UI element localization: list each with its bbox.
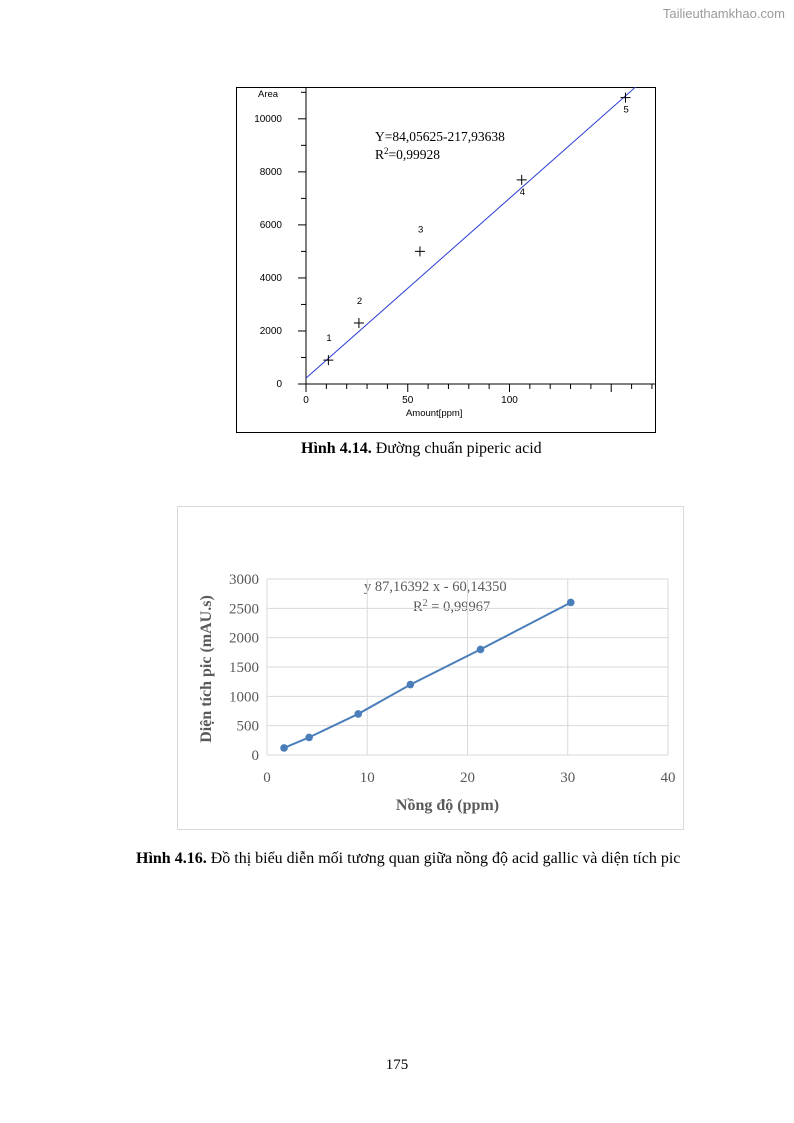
y-axis-label: Diện tích pic (mAU.s) xyxy=(198,595,215,743)
figure-caption: Hình 4.14. Đường chuẩn piperic acid xyxy=(301,440,542,458)
gallic-acid-chart-svg: y 87,16392 x - 60,14350 R2 = 0,99967 0 50… xyxy=(177,506,684,830)
y-axis-label: Area xyxy=(258,89,279,100)
y-tick-label: 1000 xyxy=(229,689,259,705)
y-tick-label: 3000 xyxy=(229,572,259,588)
data-point-label: 4 xyxy=(520,187,525,198)
caption-text: Đường chuẩn piperic acid xyxy=(371,440,542,457)
x-tick-label: 40 xyxy=(661,770,676,786)
x-tick-label: 0 xyxy=(303,395,309,406)
data-point xyxy=(406,680,415,689)
y-tick-label: 0 xyxy=(252,748,260,764)
chart-equation: y 87,16392 x - 60,14350 xyxy=(364,579,507,595)
y-tick-label: 10000 xyxy=(254,114,282,125)
data-point-marker xyxy=(516,174,527,185)
y-tick-label: 1500 xyxy=(229,660,259,676)
x-tick-label: 20 xyxy=(460,770,475,786)
data-point-marker xyxy=(414,246,425,257)
data-point-marker xyxy=(323,355,334,366)
page-number: 175 xyxy=(385,1057,409,1073)
data-point-marker xyxy=(353,318,364,329)
y-tick-label: 8000 xyxy=(260,167,283,178)
data-point-label: 1 xyxy=(326,333,331,344)
chart-r2: R2=0,99928 xyxy=(375,146,440,162)
data-point xyxy=(305,733,313,742)
data-point xyxy=(354,710,363,718)
x-tick-label: 30 xyxy=(560,770,575,786)
data-point-label: 2 xyxy=(357,296,362,307)
caption-number: Hình 4.16. xyxy=(136,850,207,867)
data-point xyxy=(280,744,288,752)
x-axis-label: Nồng độ (ppm) xyxy=(396,797,499,814)
y-tick-label: 4000 xyxy=(260,273,283,284)
figure-caption: Hình 4.16. Đồ thị biểu diễn mối tương qu… xyxy=(136,850,680,868)
data-point-label: 3 xyxy=(418,224,423,235)
caption-number: Hình 4.14. xyxy=(301,440,372,457)
series-line xyxy=(283,601,572,749)
x-tick-label: 10 xyxy=(360,770,375,786)
caption-text: Đồ thị biểu diễn mối tương quan giữa nồn… xyxy=(206,850,681,867)
y-tick-label: 2000 xyxy=(229,631,259,647)
x-tick-label: 100 xyxy=(501,395,518,406)
data-point xyxy=(476,645,485,654)
y-tick-label: 2500 xyxy=(229,601,259,617)
y-tick-label: 6000 xyxy=(260,220,283,231)
x-axis-label: Amount[ppm] xyxy=(406,408,463,419)
chart-equation: Y=84,05625-217,93638 xyxy=(375,129,505,144)
data-point-marker xyxy=(620,92,631,103)
chart-frame xyxy=(177,506,684,830)
trendline xyxy=(305,87,637,379)
chart-r2: R2 = 0,99967 xyxy=(413,598,490,615)
gallic-acid-chart: y 87,16392 x - 60,14350 R2 = 0,99967 0 50… xyxy=(177,506,684,830)
piperic-acid-chart: Y=84,05625-217,93638 R2=0,99928 0 2000 400… xyxy=(236,87,656,433)
y-tick-label: 0 xyxy=(276,379,282,390)
data-point-label: 5 xyxy=(623,105,628,116)
x-tick-label: 0 xyxy=(263,770,271,786)
y-tick-label: 2000 xyxy=(260,326,283,337)
piperic-acid-chart-svg: Y=84,05625-217,93638 R2=0,99928 0 2000 400… xyxy=(236,87,656,433)
data-point xyxy=(566,598,575,607)
watermark: Tailieuthamkhao.com xyxy=(662,6,785,21)
y-tick-label: 500 xyxy=(237,719,260,735)
x-tick-label: 50 xyxy=(402,395,414,406)
